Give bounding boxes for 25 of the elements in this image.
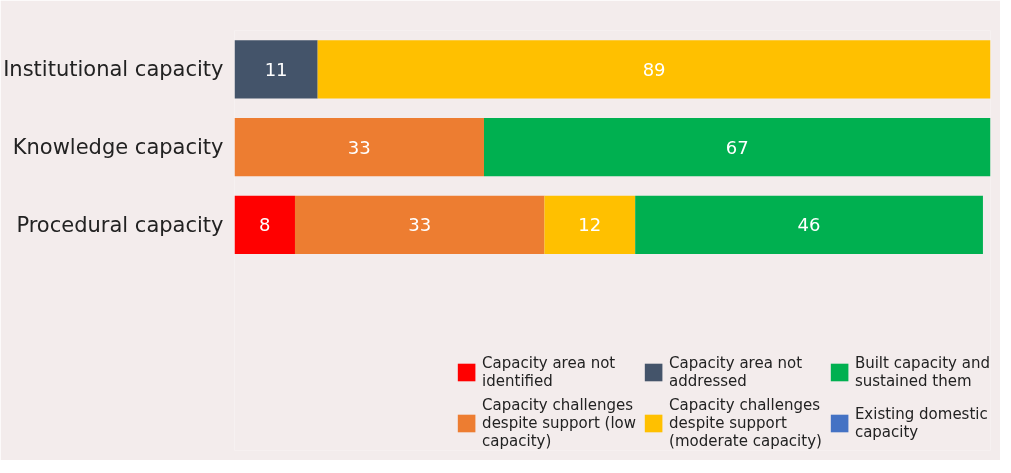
legend-label: Capacity area not identified: [482, 354, 616, 390]
legend-label: Capacity challenges despite support (low capacity): [482, 396, 637, 450]
y-tick-label: Procedural capacity: [16, 212, 224, 237]
y-tick-label: Knowledge capacity: [12, 135, 224, 160]
bar: [317, 40, 991, 99]
bar: [234, 195, 295, 255]
y-tick-label: Institutional capacity: [3, 57, 224, 82]
bar: [234, 118, 484, 177]
data-label: 8: [259, 214, 271, 236]
data-label: 33: [408, 214, 432, 236]
legend-label: Capacity challenges despite support (moderate capacity): [669, 396, 822, 450]
data-label: 46: [797, 214, 821, 236]
bar: [294, 195, 545, 255]
data-label: 89: [642, 58, 666, 80]
data-label: 11: [264, 58, 288, 80]
data-label: 12: [578, 214, 602, 236]
bar: [635, 195, 983, 255]
legend-label: Built capacity and sustained them: [854, 354, 990, 390]
bar: [544, 195, 636, 255]
data-label: 33: [347, 136, 371, 158]
bar: [483, 118, 991, 177]
data-label: 67: [725, 136, 749, 158]
legend-label: Capacity area not addressed: [669, 354, 803, 390]
bar: [234, 40, 318, 99]
legend-label: Existing domestic capacity: [854, 405, 988, 441]
